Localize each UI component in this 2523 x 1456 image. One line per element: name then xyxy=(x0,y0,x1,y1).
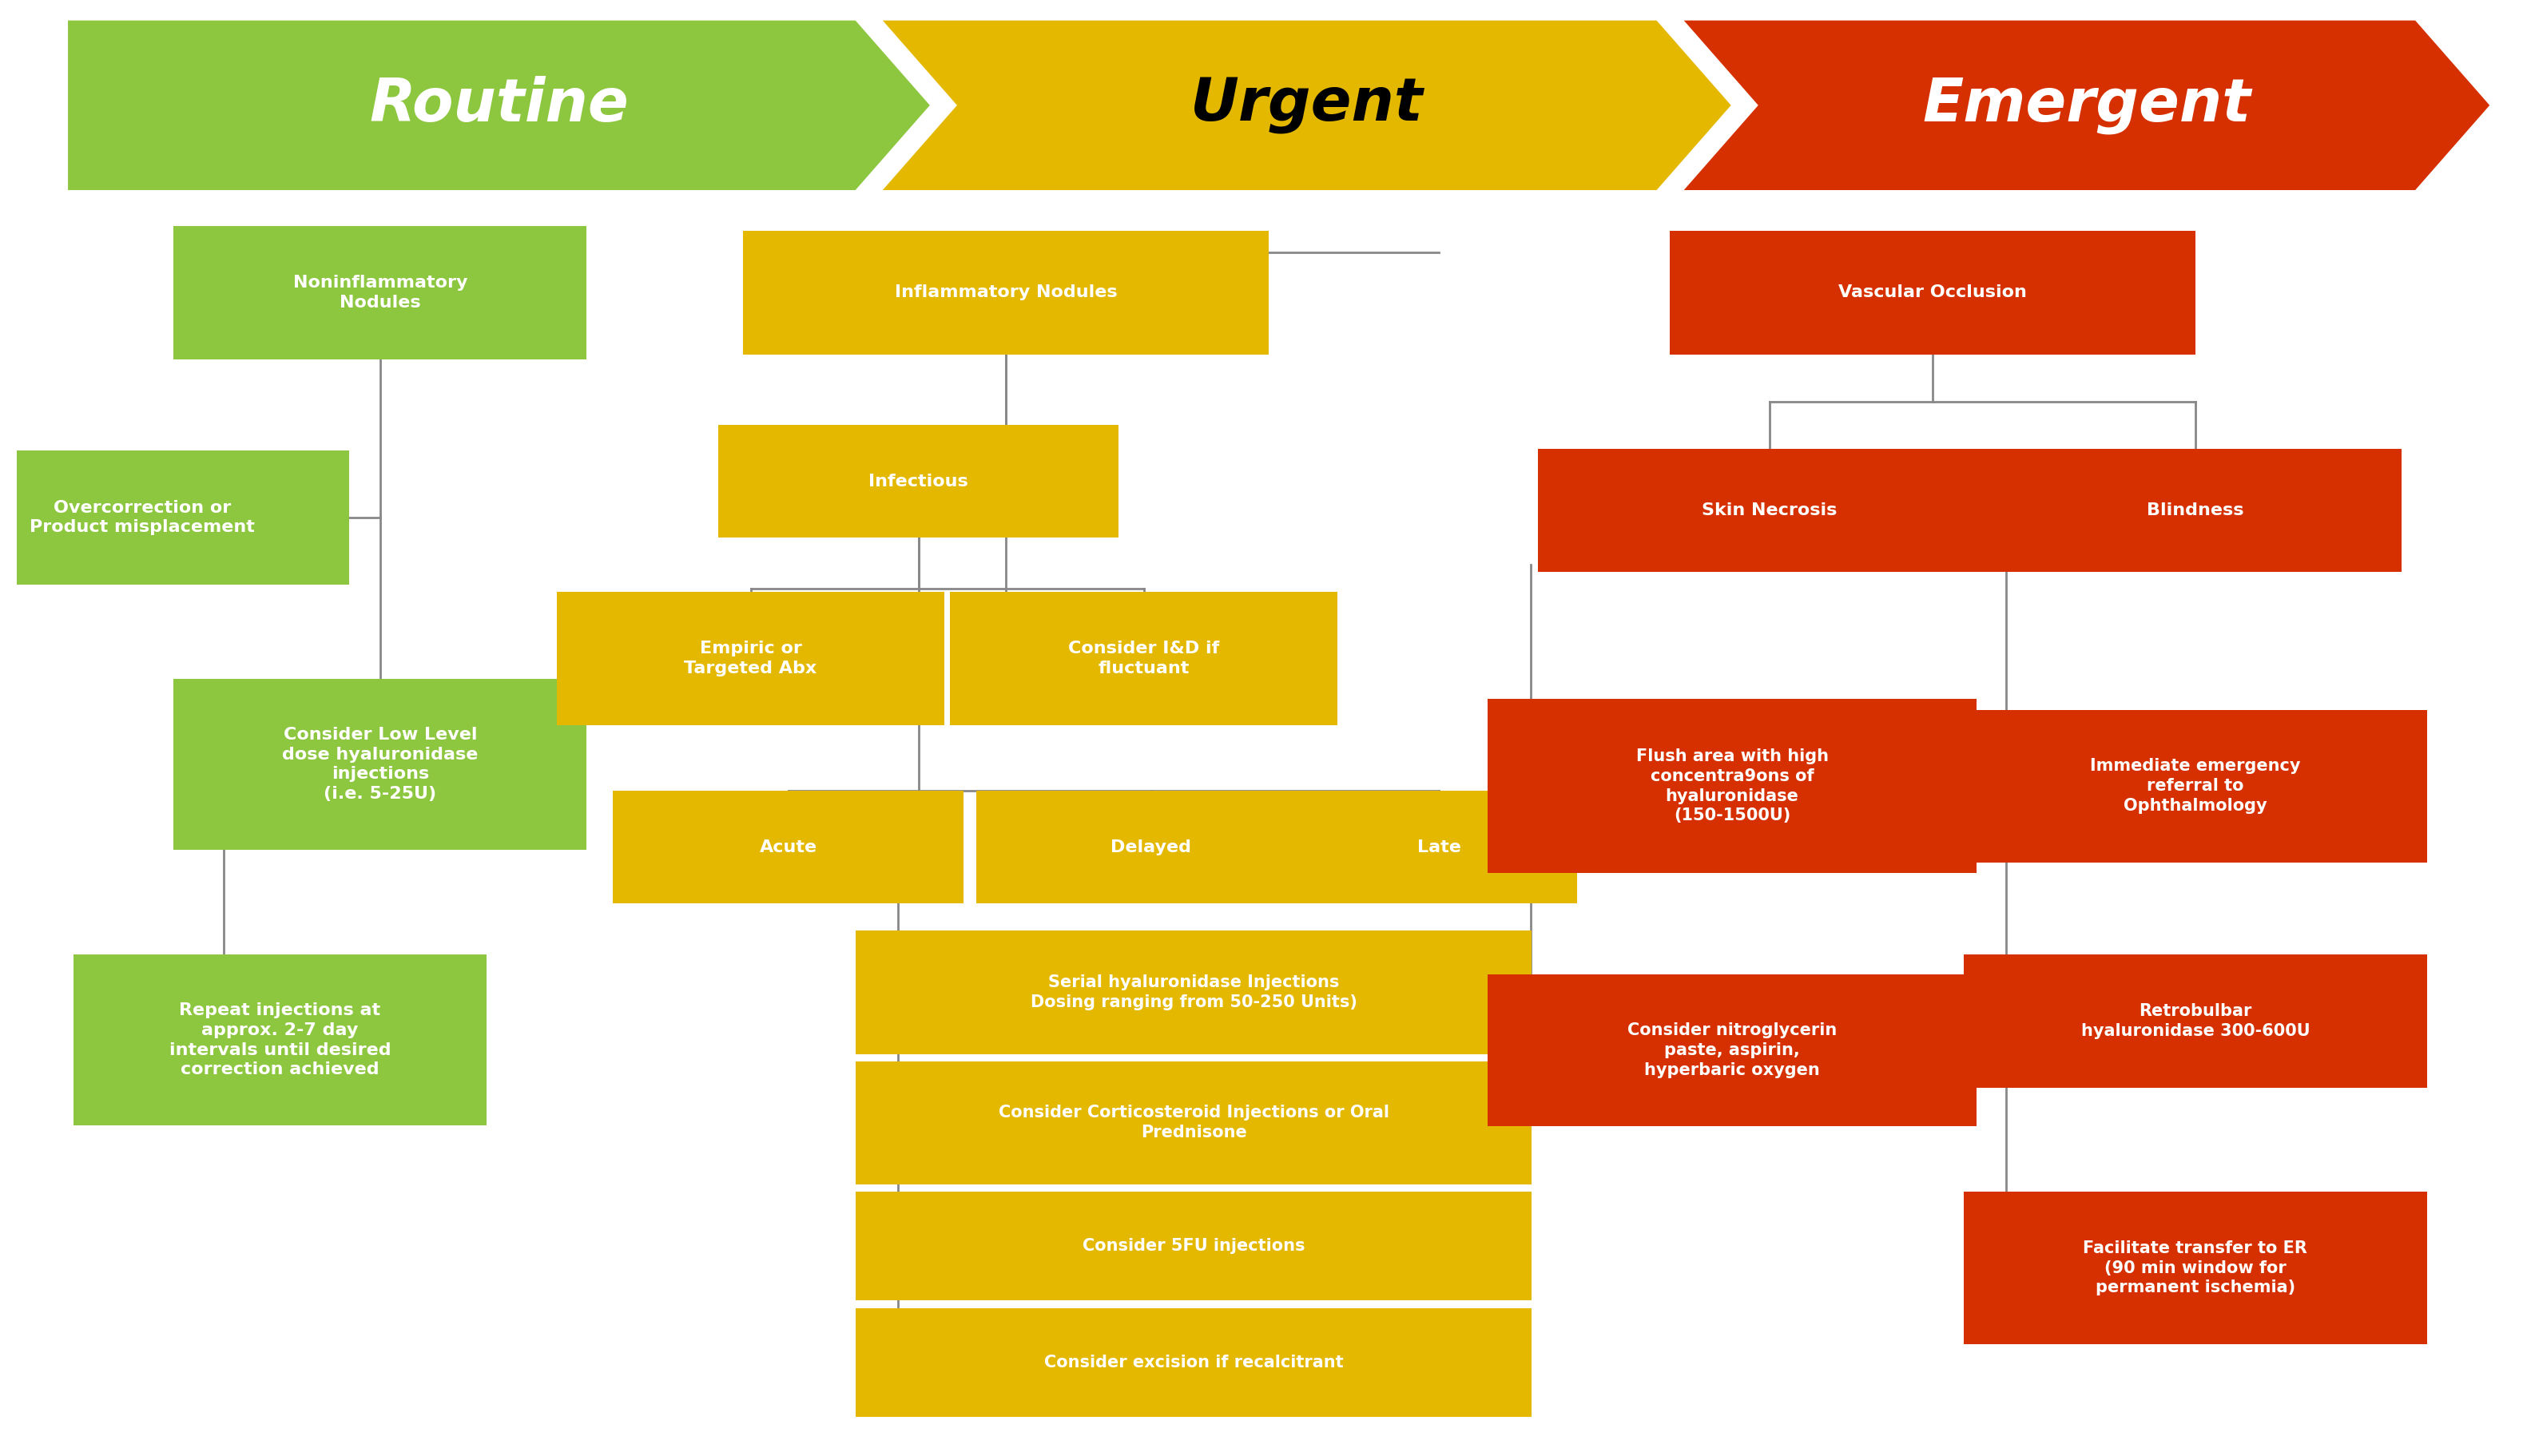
Text: Infectious: Infectious xyxy=(868,473,969,489)
FancyBboxPatch shape xyxy=(1670,232,2195,354)
FancyBboxPatch shape xyxy=(855,1061,1531,1185)
Text: Late: Late xyxy=(1418,839,1461,855)
Polygon shape xyxy=(68,19,931,191)
Text: Facilitate transfer to ER
(90 min window for
permanent ischemia): Facilitate transfer to ER (90 min window… xyxy=(2084,1241,2309,1296)
Text: Emergent: Emergent xyxy=(1923,76,2251,134)
FancyBboxPatch shape xyxy=(719,425,1118,537)
FancyBboxPatch shape xyxy=(1489,699,1976,874)
Text: Overcorrection or
Product misplacement: Overcorrection or Product misplacement xyxy=(30,499,255,536)
FancyBboxPatch shape xyxy=(1963,711,2427,862)
Text: Consider nitroglycerin
paste, aspirin,
hyperbaric oxygen: Consider nitroglycerin paste, aspirin, h… xyxy=(1627,1022,1837,1077)
Text: Empiric or
Targeted Abx: Empiric or Targeted Abx xyxy=(684,641,817,676)
Polygon shape xyxy=(881,19,1733,191)
Text: Consider Low Level
dose hyaluronidase
injections
(i.e. 5-25U): Consider Low Level dose hyaluronidase in… xyxy=(283,727,479,802)
FancyBboxPatch shape xyxy=(174,226,588,360)
FancyBboxPatch shape xyxy=(855,1307,1531,1417)
Text: Routine: Routine xyxy=(368,76,628,134)
Text: Consider I&D if
fluctuant: Consider I&D if fluctuant xyxy=(1067,641,1219,676)
Text: Vascular Occlusion: Vascular Occlusion xyxy=(1839,284,2026,300)
FancyBboxPatch shape xyxy=(558,591,944,725)
Text: Acute: Acute xyxy=(759,839,817,855)
FancyBboxPatch shape xyxy=(1988,448,2402,572)
Polygon shape xyxy=(1683,19,2490,191)
Text: Consider excision if recalcitrant: Consider excision if recalcitrant xyxy=(1045,1354,1342,1370)
FancyBboxPatch shape xyxy=(73,955,487,1125)
FancyBboxPatch shape xyxy=(744,232,1269,354)
Text: Noninflammatory
Nodules: Noninflammatory Nodules xyxy=(293,275,467,310)
FancyBboxPatch shape xyxy=(174,678,588,850)
FancyBboxPatch shape xyxy=(855,930,1531,1054)
FancyBboxPatch shape xyxy=(1302,791,1577,904)
Text: Inflammatory Nodules: Inflammatory Nodules xyxy=(896,284,1118,300)
FancyBboxPatch shape xyxy=(613,791,964,904)
Text: Consider 5FU injections: Consider 5FU injections xyxy=(1082,1238,1304,1254)
Text: Flush area with high
concentra9ons of
hyaluronidase
(150-1500U): Flush area with high concentra9ons of hy… xyxy=(1635,748,1829,824)
Text: Repeat injections at
approx. 2-7 day
intervals until desired
correction achieved: Repeat injections at approx. 2-7 day int… xyxy=(169,1002,391,1077)
FancyBboxPatch shape xyxy=(855,1192,1531,1300)
Text: Skin Necrosis: Skin Necrosis xyxy=(1703,502,1837,518)
FancyBboxPatch shape xyxy=(0,451,348,584)
Text: Retrobulbar
hyaluronidase 300-600U: Retrobulbar hyaluronidase 300-600U xyxy=(2081,1003,2309,1040)
Text: Urgent: Urgent xyxy=(1191,76,1423,134)
FancyBboxPatch shape xyxy=(1963,1192,2427,1344)
Text: Serial hyaluronidase Injections
Dosing ranging from 50-250 Units): Serial hyaluronidase Injections Dosing r… xyxy=(1029,974,1357,1010)
FancyBboxPatch shape xyxy=(1489,974,1976,1127)
Text: Delayed: Delayed xyxy=(1110,839,1191,855)
FancyBboxPatch shape xyxy=(949,591,1337,725)
Text: Consider Corticosteroid Injections or Oral
Prednisone: Consider Corticosteroid Injections or Or… xyxy=(999,1105,1390,1140)
Text: Immediate emergency
referral to
Ophthalmology: Immediate emergency referral to Ophthalm… xyxy=(2089,759,2301,814)
FancyBboxPatch shape xyxy=(976,791,1327,904)
FancyBboxPatch shape xyxy=(1539,448,2001,572)
FancyBboxPatch shape xyxy=(1963,955,2427,1088)
Text: Blindness: Blindness xyxy=(2147,502,2243,518)
